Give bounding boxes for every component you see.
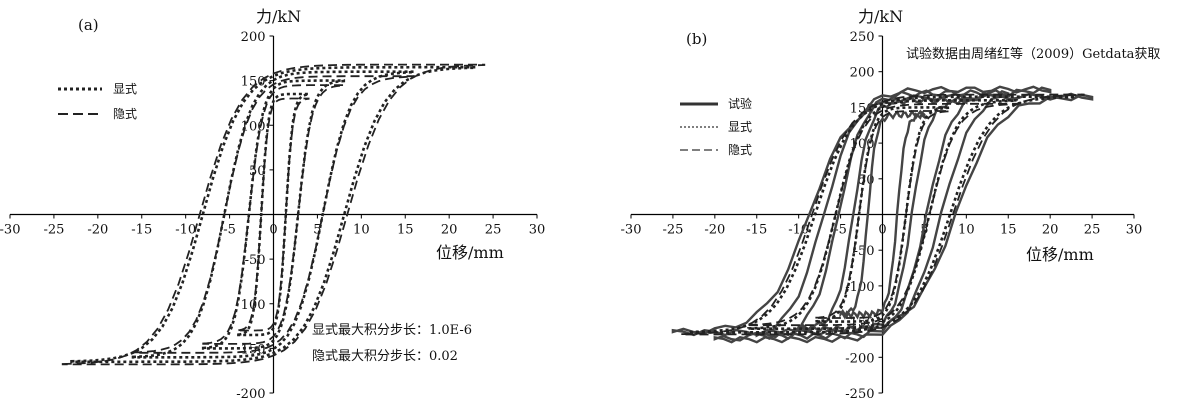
- legend-label-implicit: 隐式: [113, 107, 137, 121]
- chart-b-series-1-loop: [688, 95, 1077, 334]
- chart-b-series-0-loop: [755, 88, 1010, 341]
- chart-b-xtick-label: -30: [621, 223, 642, 238]
- annotation-explicit-step: 显式最大积分步长：1.0E-6: [312, 323, 472, 338]
- chart-b-series-1: [688, 95, 1077, 334]
- chart-b-series-1-loop: [747, 99, 1018, 330]
- chart-a-series-1: [61, 63, 486, 366]
- legend-label-explicit: 显式: [113, 82, 137, 96]
- chart-b-xtick-label: 20: [1042, 223, 1059, 238]
- chart-b-xtick-label: 10: [958, 223, 975, 238]
- chart-a-xtick-label: 15: [397, 223, 414, 238]
- chart-a-xtick-label: 20: [441, 223, 458, 238]
- chart-a-xtick-label: 0: [269, 223, 277, 238]
- chart-b-series-2: [680, 93, 1085, 336]
- chart-b-axes: -30 -25 -20 -15 -10 -5 0 5 10 15 20 25 30-250-200150…: [621, 30, 1143, 401]
- chart-a-ytick-label: -200: [236, 387, 265, 401]
- chart-b-ylabel: 力/kN: [858, 7, 903, 26]
- chart-a-series-1-loop: [61, 63, 486, 366]
- chart-a-xtick-label: 10: [353, 223, 370, 238]
- chart-a-ytick-label: 150: [241, 75, 266, 90]
- chart-a-ytick-label: -50: [245, 253, 266, 268]
- chart-b-ytick-label: -250: [845, 387, 874, 401]
- chart-b-xtick-label: 30: [1126, 223, 1143, 238]
- chart-b-xtick-label: -15: [746, 223, 767, 238]
- chart-a-xtick-label: -25: [43, 223, 64, 238]
- chart-a-xtick-label: -30: [0, 223, 20, 238]
- chart-b-ytick-label: 250: [850, 30, 875, 45]
- chart-a-series-0-loop: [70, 65, 477, 364]
- chart-b-legend: 试验 显式 隐式: [680, 96, 752, 157]
- chart-b-series-0-loop: [839, 109, 926, 320]
- chart-b-xtick-label: -20: [704, 223, 725, 238]
- chart-a: (a) 力/kN 位移/mm 显式 隐式 显式最大积分步长：1.0E-6 隐式最…: [0, 7, 545, 401]
- chart-b-xtick-label: 25: [1084, 223, 1101, 238]
- chart-a-legend: 显式 隐式: [58, 82, 137, 121]
- chart-b-ytick-label: 200: [850, 66, 875, 81]
- chart-a-series-1-loop: [202, 84, 345, 345]
- annotation-implicit-step: 隐式最大积分步长：0.02: [312, 349, 458, 364]
- chart-a-series-1-loop: [237, 97, 310, 332]
- chart-b-title: 试验数据由周绪红等（2009）Getdata获取: [906, 46, 1160, 62]
- chart-a-xtick-label: -5: [223, 223, 236, 238]
- chart-a-ytick-label: 200: [241, 30, 266, 45]
- chart-b-series-2-loop: [680, 93, 1085, 336]
- chart-b-xtick-label: -5: [834, 223, 847, 238]
- chart-a-xtick-label: -15: [131, 223, 152, 238]
- chart-b-series-0-loop: [713, 85, 1052, 344]
- chart-b-ytick-label: -200: [845, 351, 874, 366]
- chart-a-xtick-label: -10: [175, 223, 196, 238]
- chart-a-panel-label: (a): [78, 16, 99, 34]
- chart-b-xlabel: 位移/mm: [1026, 245, 1094, 264]
- chart-a-xlabel: 位移/mm: [436, 243, 504, 262]
- chart-b-xtick-label: 15: [1000, 223, 1017, 238]
- chart-a-series-0-loop: [131, 70, 416, 359]
- chart-a-xtick-label: -20: [87, 223, 108, 238]
- legend-label-explicit-b: 显式: [728, 120, 752, 134]
- chart-a-ylabel: 力/kN: [256, 7, 301, 26]
- legend-label-implicit-b: 隐式: [728, 143, 752, 157]
- chart-b-xtick-label: 0: [878, 223, 886, 238]
- chart-b-xtick-label: -25: [662, 223, 683, 238]
- chart-a-xtick-label: 30: [529, 223, 546, 238]
- chart-b: (b) 力/kN 位移/mm 试验数据由周绪红等（2009）Getdata获取 …: [621, 7, 1161, 401]
- chart-a-xtick-label: 5: [313, 223, 321, 238]
- legend-label-test: 试验: [728, 96, 752, 111]
- chart-a-xtick-label: 25: [485, 223, 502, 238]
- chart-b-panel-label: (b): [686, 30, 707, 48]
